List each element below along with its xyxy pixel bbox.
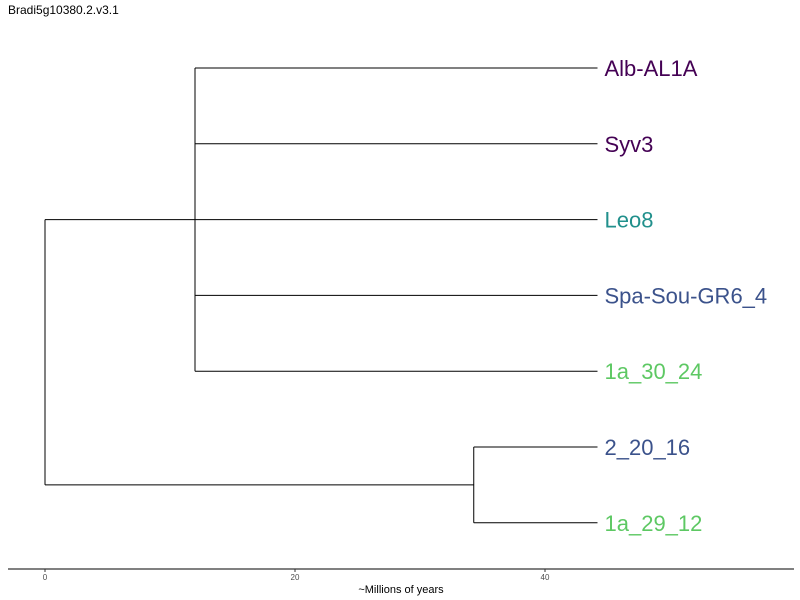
leaf-label: Leo8 bbox=[605, 208, 654, 233]
x-axis-ticks: 0 20 40 bbox=[43, 569, 550, 582]
leaf-label: Syv3 bbox=[605, 132, 654, 157]
x-tick-label: 20 bbox=[291, 573, 300, 582]
leaf-labels: Alb-AL1A Syv3 Leo8 Spa-Sou-GR6_4 1a_30_24 2_2… bbox=[605, 56, 768, 536]
leaf-label: 2_20_16 bbox=[605, 435, 691, 460]
leaf-label: 1a_30_24 bbox=[605, 359, 703, 384]
tree-branches bbox=[44, 67, 598, 524]
chart-title: Bradi5g10380.2.v3.1 bbox=[8, 3, 119, 17]
leaf-label: 1a_29_12 bbox=[605, 511, 703, 536]
leaf-label: Spa-Sou-GR6_4 bbox=[605, 283, 768, 308]
x-tick-label: 40 bbox=[541, 573, 550, 582]
x-tick-label: 0 bbox=[43, 573, 48, 582]
leaf-label: Alb-AL1A bbox=[605, 56, 698, 81]
x-axis-label: ~Millions of years bbox=[358, 584, 444, 596]
